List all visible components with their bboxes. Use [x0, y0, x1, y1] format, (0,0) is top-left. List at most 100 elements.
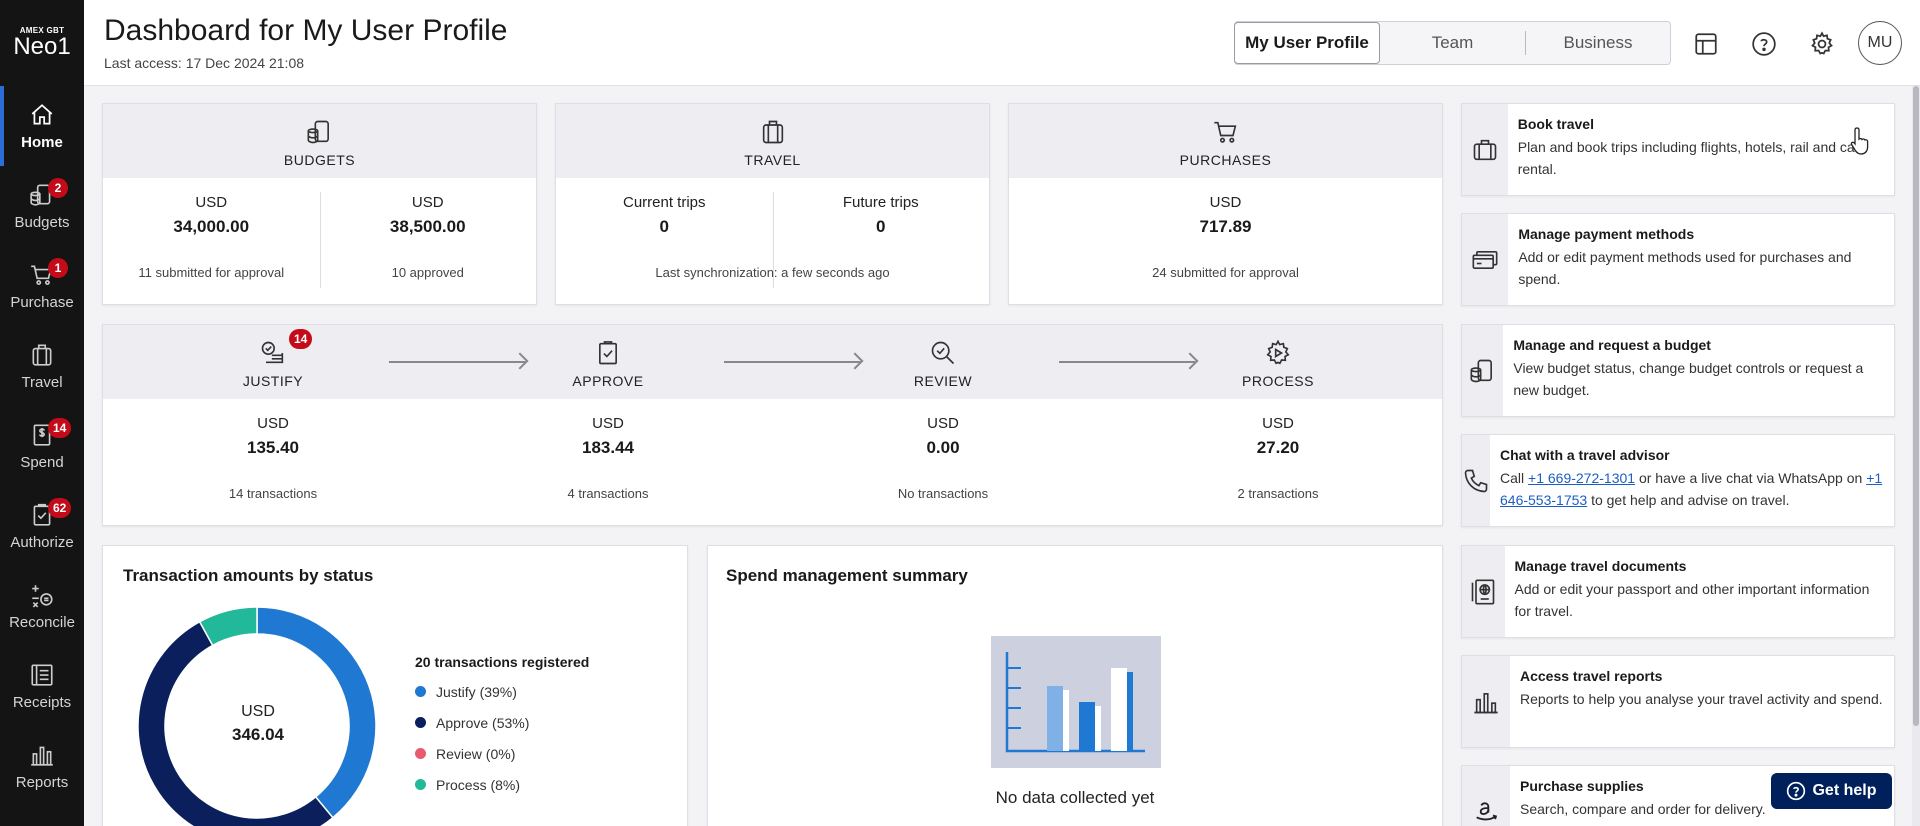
phone-link-2[interactable]: +1 646-553-1753 [1500, 470, 1883, 508]
currency: USD [257, 415, 289, 432]
sidebar-item-travel[interactable]: Travel [0, 326, 84, 406]
switcher-team[interactable]: Team [1431, 33, 1474, 52]
get-help-button[interactable]: Get help [1771, 773, 1892, 809]
avatar[interactable]: MU [1858, 21, 1902, 65]
sidebar-item-spend[interactable]: Spend 14 [0, 406, 84, 486]
scrollbar-thumb[interactable] [1913, 86, 1919, 726]
legend-label: Process (8%) [436, 776, 521, 793]
amount: 27.20 [1256, 438, 1300, 457]
sidebar-item-receipts[interactable]: Receipts [0, 646, 84, 726]
trips-label: Future trips [842, 194, 919, 211]
purchase-badge: 1 [48, 258, 68, 278]
quick-link-icon-box [1462, 656, 1510, 747]
currency: USD [1262, 415, 1294, 432]
note: 11 submitted for approval [138, 265, 285, 280]
flow-arrow [1059, 361, 1195, 363]
settings-button[interactable] [1802, 24, 1842, 64]
purchases-card-label: PURCHASES [1179, 152, 1272, 168]
quick-link-desc: Add or edit payment methods used for pur… [1518, 249, 1852, 287]
donut-slice-approve[interactable] [137, 620, 334, 826]
help-button[interactable] [1744, 24, 1784, 64]
quick-link-title: Chat with a travel advisor [1500, 447, 1670, 463]
legend-title: 20 transactions registered [415, 654, 590, 670]
layout-button[interactable] [1686, 24, 1726, 64]
quick-link-title: Book travel [1517, 116, 1594, 132]
page-scrollbar[interactable] [1912, 86, 1920, 826]
stage-process[interactable]: PROCESS [1198, 325, 1358, 399]
quick-link-travel-documents[interactable]: Manage travel documents Add or edit your… [1461, 545, 1895, 638]
search-check-icon [931, 341, 955, 365]
sidebar-item-reconcile[interactable]: Reconcile [0, 566, 84, 646]
budgets-icon [1470, 359, 1492, 382]
hand-cursor-icon [1850, 127, 1869, 155]
donut-center: USD 346.04 [208, 703, 308, 745]
sidebar-item-label: Purchase [10, 293, 74, 311]
switcher-business[interactable]: Business [1563, 33, 1633, 52]
quick-link-icon-box [1462, 104, 1508, 195]
sidebar-item-label: Reports [15, 773, 69, 791]
stage-label: REVIEW [913, 373, 973, 389]
quick-link-book-travel[interactable]: Book travel Plan and book trips includin… [1461, 103, 1895, 196]
spend-summary-title: Spend management summary [726, 566, 968, 585]
note: No transactions [897, 486, 989, 501]
budgets-card[interactable]: BUDGETS USD 34,000.00 11 submitted for a… [102, 103, 537, 305]
passport-icon [1471, 579, 1495, 604]
logo-sup: AMEX GBT [19, 25, 65, 35]
sidebar: AMEX GBT Neo1 Home Budgets 2 Purchase 1 … [0, 0, 84, 826]
donut-slice-process[interactable] [198, 606, 258, 647]
sidebar-item-label: Spend [20, 453, 64, 471]
quick-link-title: Manage and request a budget [1513, 337, 1711, 353]
sidebar-item-budgets[interactable]: Budgets 2 [0, 166, 84, 246]
quick-link-desc: Call +1 669-272-1301 or have a live chat… [1500, 467, 1884, 511]
bar-chart-icon [1474, 692, 1498, 713]
stage-justify[interactable]: JUSTIFY 14 [193, 325, 353, 399]
logo-main: Neo1 [13, 32, 71, 60]
spend-summary-card: Spend management summary No data collect… [707, 545, 1443, 826]
sync-note: Last synchronization: a few seconds ago [655, 265, 890, 280]
justify-icon [261, 341, 284, 364]
note: 2 transactions [1237, 486, 1319, 501]
sidebar-item-reports[interactable]: Reports [0, 726, 84, 806]
process-gear-icon [1266, 339, 1290, 365]
quick-link-icon-box [1462, 325, 1504, 416]
quick-link-budget[interactable]: Manage and request a budget View budget … [1461, 324, 1895, 417]
quick-link-desc: Reports to help you analyse your travel … [1520, 691, 1883, 707]
amount: 717.89 [1199, 217, 1252, 236]
status-chart-card: Transaction amounts by status USD 346.04… [102, 545, 688, 826]
quick-link-travel-reports[interactable]: Access travel reports Reports to help yo… [1461, 655, 1895, 748]
sidebar-item-label: Travel [21, 373, 63, 391]
switcher-my-user-profile[interactable]: My User Profile [1234, 22, 1380, 64]
sidebar-item-label: Receipts [12, 693, 72, 711]
cart-icon [1213, 121, 1236, 143]
quick-link-title: Purchase supplies [1520, 778, 1644, 794]
status-chart-title: Transaction amounts by status [123, 566, 374, 585]
purchases-card-header: PURCHASES [1009, 104, 1442, 178]
app-logo[interactable]: AMEX GBT Neo1 [0, 0, 84, 84]
amount: 0.00 [926, 438, 960, 457]
sidebar-item-purchase[interactable]: Purchase 1 [0, 246, 84, 326]
phone-link-1[interactable]: +1 669-272-1301 [1528, 470, 1636, 486]
sidebar-item-authorize[interactable]: Authorize 62 [0, 486, 84, 566]
authorize-badge: 62 [48, 498, 72, 518]
empty-chart-illustration [991, 636, 1161, 768]
budgets-badge: 2 [48, 178, 68, 198]
sidebar-item-home[interactable]: Home [0, 86, 84, 166]
note: 4 transactions [567, 486, 649, 501]
clipboard-check-icon [33, 503, 51, 526]
spend-flow-header: JUSTIFY 14 APPROVE REVIEW PROCESS [103, 325, 1442, 399]
legend-item-review: Review (0%) [415, 738, 589, 769]
flow-arrow [389, 361, 525, 363]
amount: 183.44 [582, 438, 634, 457]
quick-link-travel-advisor[interactable]: Chat with a travel advisor Call +1 669-2… [1461, 434, 1895, 527]
switcher-divider [1525, 31, 1526, 55]
current-trips: Current trips 0 [556, 178, 773, 304]
travel-card[interactable]: TRAVEL Current trips 0 Future trips 0 La… [555, 103, 990, 305]
quick-link-payment-methods[interactable]: Manage payment methods Add or edit payme… [1461, 213, 1895, 306]
stage-approve[interactable]: APPROVE [528, 325, 688, 399]
purchases-card[interactable]: PURCHASES USD 717.89 24 submitted for ap… [1008, 103, 1443, 305]
desc-text: to get help and advise on travel. [1587, 492, 1790, 508]
suitcase-icon [1473, 139, 1497, 160]
stage-review[interactable]: REVIEW [863, 325, 1023, 399]
review-summary: USD 0.00 No transactions [843, 399, 1043, 525]
purchases-submitted: USD 717.89 24 submitted for approval [1009, 178, 1442, 304]
